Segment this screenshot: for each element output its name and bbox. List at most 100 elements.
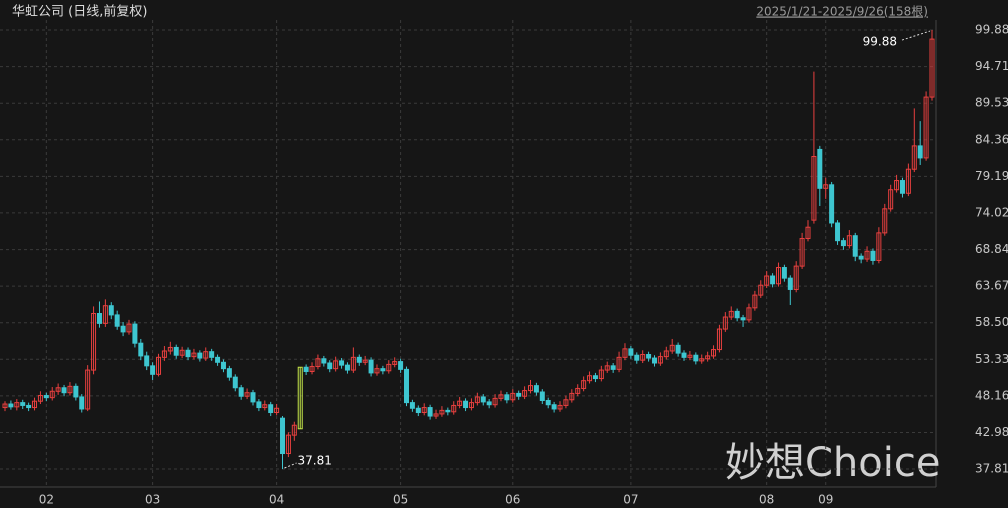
y-tick-label: 89.53 [975, 96, 1008, 110]
candle-body [829, 184, 835, 224]
y-tick-label: 99.88 [975, 23, 1008, 37]
candle-body [575, 387, 581, 394]
candle-body [539, 391, 545, 401]
candle-body [752, 294, 758, 309]
candle-body [516, 392, 522, 397]
candle-body [905, 168, 911, 194]
date-range: 2025/1/21-2025/9/26(158根) [756, 5, 928, 19]
candle-body [468, 402, 474, 409]
candle-body [592, 375, 598, 380]
candle-body [380, 368, 386, 372]
candle-body [274, 407, 280, 414]
candle-body [522, 390, 528, 397]
candle-body [923, 96, 929, 159]
candle-body [581, 380, 587, 389]
candle-body [238, 387, 244, 397]
x-tick-label: 08 [759, 493, 774, 507]
candle-body [734, 310, 740, 319]
candle-body [67, 385, 73, 394]
candle-body [480, 396, 486, 403]
candle-body [427, 407, 433, 417]
candle-body [545, 399, 551, 406]
candle-body [244, 392, 250, 397]
candle-body [817, 148, 823, 189]
candle-body [14, 402, 20, 408]
candle-body [840, 240, 846, 247]
candle-body [108, 305, 114, 316]
candle-body [167, 346, 173, 352]
candle-body [527, 385, 533, 392]
y-tick-label: 58.50 [975, 315, 1008, 329]
candle-body [858, 255, 864, 260]
candle-body [628, 348, 634, 356]
candle-body [2, 403, 8, 409]
candle-body [917, 145, 923, 159]
candle-body [569, 392, 575, 401]
candle-body [91, 312, 97, 371]
candle-body [805, 226, 811, 240]
candle-body [321, 358, 327, 364]
candle-body [226, 368, 232, 378]
candle-body [699, 358, 705, 362]
candle-body [775, 267, 781, 285]
y-tick-label: 63.67 [975, 279, 1008, 293]
candle-body [728, 310, 734, 318]
candle-body [604, 365, 610, 371]
candle-body [120, 325, 126, 333]
candle-body [533, 385, 539, 393]
candle-body [20, 402, 26, 406]
candle-body [781, 267, 787, 279]
candle-body [333, 360, 339, 370]
candle-body [770, 275, 776, 285]
candle-body [758, 284, 764, 296]
y-tick-label: 48.16 [975, 388, 1008, 402]
candle-body [888, 189, 894, 210]
candle-body [191, 352, 197, 358]
candle-body [510, 392, 516, 401]
candle-body [297, 366, 303, 430]
candle-body [846, 235, 852, 247]
candle-body [740, 317, 746, 321]
candle-body [498, 394, 504, 399]
candle-body [96, 312, 102, 324]
candle-body [876, 232, 882, 261]
candle-body [551, 404, 557, 410]
candle-body [79, 396, 85, 410]
candle-body [285, 434, 291, 455]
candle-body [646, 354, 652, 359]
chart-title: 华虹公司 (日线,前复权) [12, 4, 147, 20]
candle-body [823, 184, 829, 189]
candle-body [374, 368, 380, 374]
candle-body [457, 400, 463, 406]
candle-body [693, 354, 699, 362]
x-tick-label: 04 [269, 493, 284, 507]
candle-body [433, 413, 439, 417]
candle-body [835, 222, 841, 242]
candle-body [197, 352, 203, 359]
candle-body [663, 350, 669, 358]
candle-body [368, 359, 374, 374]
candle-body [356, 356, 362, 363]
candle-body [657, 356, 663, 364]
x-tick-label: 06 [505, 493, 520, 507]
candle-body [474, 396, 480, 404]
candle-body [126, 323, 132, 333]
candle-body [610, 365, 616, 370]
candle-body [492, 397, 498, 406]
candle-body [899, 180, 905, 194]
candle-body [622, 348, 628, 358]
candle-body [486, 401, 492, 406]
candle-body [616, 356, 622, 370]
candle-body [85, 369, 91, 410]
candle-body [398, 361, 404, 370]
candle-body [634, 354, 640, 361]
candle-body [37, 395, 43, 402]
candle-body [339, 360, 345, 366]
candle-body [445, 409, 451, 413]
candle-body [220, 361, 226, 370]
candle-body [681, 352, 687, 358]
candle-body [746, 307, 752, 321]
candle-body [161, 350, 167, 358]
